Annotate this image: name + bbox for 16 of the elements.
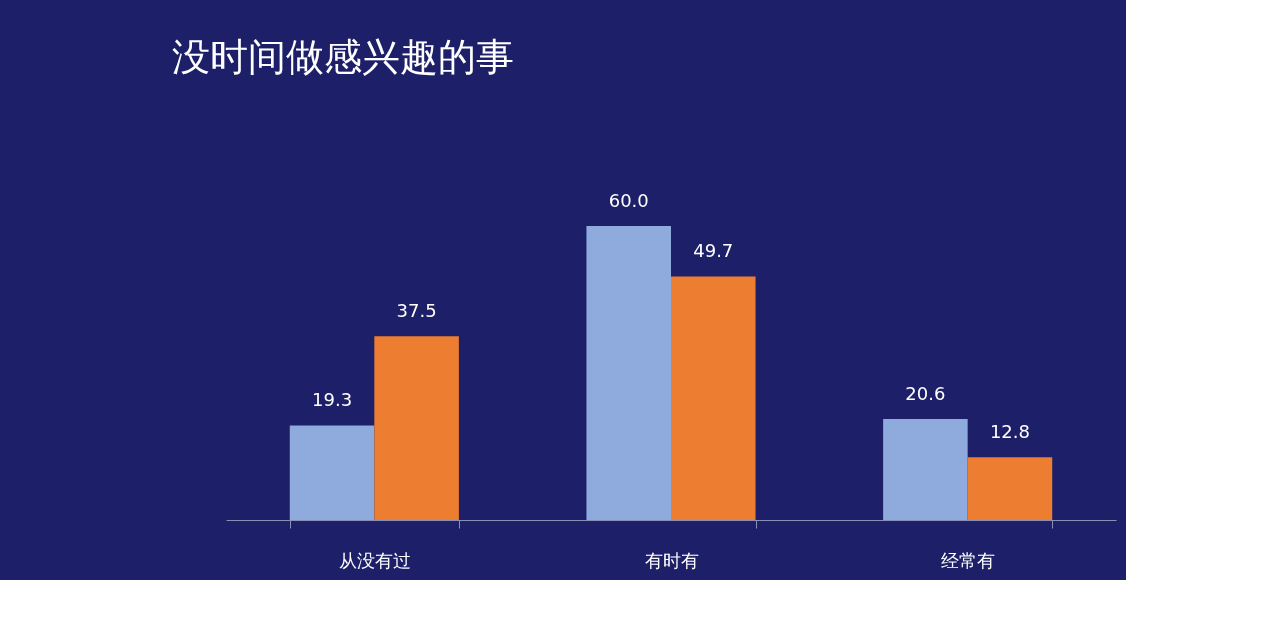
bar [374, 336, 459, 520]
bar [586, 226, 671, 520]
bar [289, 425, 375, 520]
bar [967, 457, 1053, 520]
x-tick-label: 从没有过 [338, 549, 411, 571]
data-label: 49.7 [693, 240, 734, 262]
x-tick-label: 经常有 [941, 549, 996, 571]
chart-title: 没时间做感兴趣的事 [172, 35, 514, 79]
data-label: 19.3 [312, 389, 353, 411]
data-label: 37.5 [396, 300, 437, 322]
bar [883, 419, 968, 520]
bar [671, 276, 756, 520]
data-label: 12.8 [989, 421, 1030, 443]
data-label: 20.6 [905, 383, 946, 405]
data-label: 60.0 [608, 190, 649, 211]
x-tick-label: 有时有 [644, 549, 699, 571]
